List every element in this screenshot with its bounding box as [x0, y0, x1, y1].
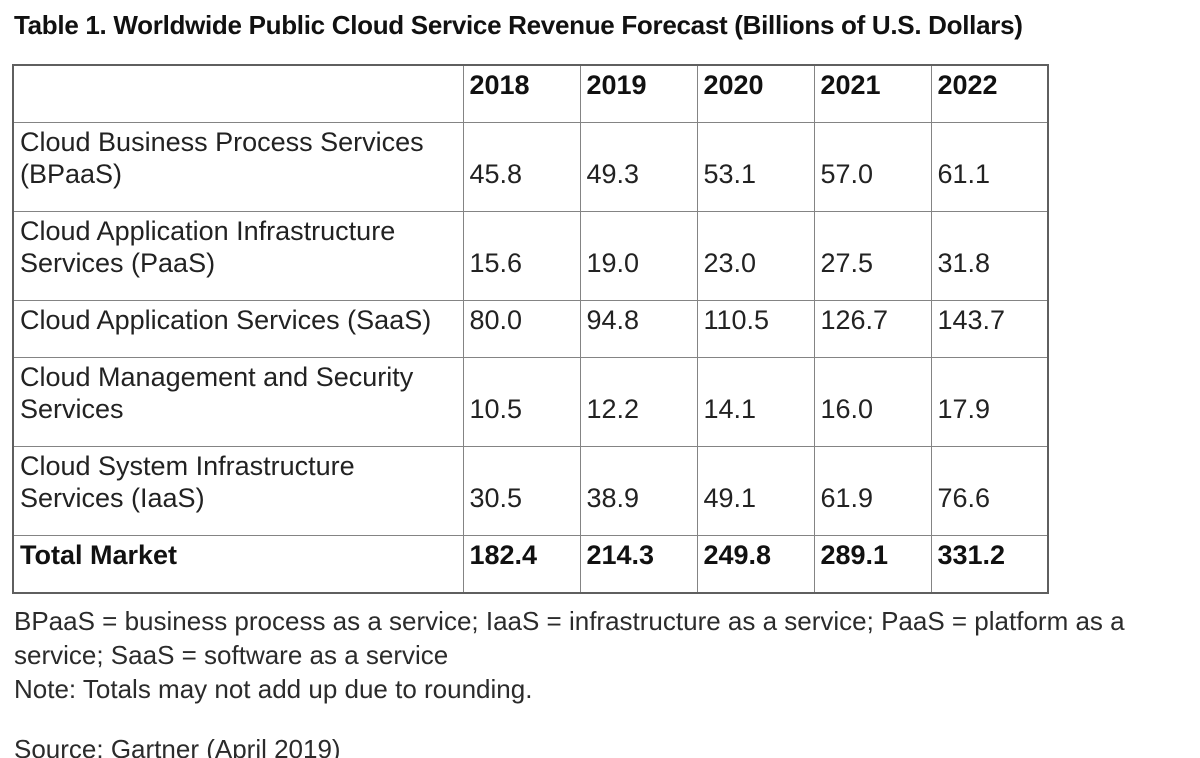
table-row: Cloud Management and Security Services 10… [12, 357, 1049, 447]
value-cell: 15.6 [462, 211, 581, 301]
source-line: Source: Gartner (April 2019) [14, 734, 341, 758]
value-cell: 12.2 [579, 357, 698, 447]
table-head: 2018 2019 2020 2021 2022 [12, 64, 1049, 123]
value-cell: 10.5 [462, 357, 581, 447]
row-label: Cloud System Infrastructure Services (Ia… [12, 446, 464, 536]
table-row: Total Market 182.4 214.3 249.8 289.1 331.2 [12, 535, 1049, 594]
value-cell: 76.6 [930, 446, 1049, 536]
value-cell: 110.5 [696, 300, 815, 358]
value-cell: 19.0 [579, 211, 698, 301]
table-row: Cloud Business Process Services (BPaaS) 4… [12, 122, 1049, 212]
year-header-2018: 2018 [462, 64, 581, 123]
row-label: Cloud Application Infrastructure Service… [12, 211, 464, 301]
value-cell: 27.5 [813, 211, 932, 301]
value-cell: 17.9 [930, 357, 1049, 447]
value-cell: 61.9 [813, 446, 932, 536]
row-label: Cloud Management and Security Services [12, 357, 464, 447]
value-cell: 38.9 [579, 446, 698, 536]
row-label: Cloud Business Process Services (BPaaS) [12, 122, 464, 212]
value-cell: 289.1 [813, 535, 932, 594]
value-cell: 57.0 [813, 122, 932, 212]
value-cell: 214.3 [579, 535, 698, 594]
table-row: Cloud Application Infrastructure Service… [12, 211, 1049, 301]
value-cell: 45.8 [462, 122, 581, 212]
year-header-2020: 2020 [696, 64, 815, 123]
value-cell: 61.1 [930, 122, 1049, 212]
revenue-forecast-table: 2018 2019 2020 2021 2022 Cloud Business Proc… [12, 64, 1049, 594]
value-cell: 23.0 [696, 211, 815, 301]
value-cell: 53.1 [696, 122, 815, 212]
value-cell: 30.5 [462, 446, 581, 536]
value-cell: 249.8 [696, 535, 815, 594]
abbreviations-note: BPaaS = business process as a service; I… [14, 606, 1125, 670]
table-row: Cloud Application Services (SaaS) 80.0 94.… [12, 300, 1049, 358]
value-cell: 14.1 [696, 357, 815, 447]
value-cell: 49.1 [696, 446, 815, 536]
table-body: Cloud Business Process Services (BPaaS) 4… [12, 122, 1049, 594]
table-header-row: 2018 2019 2020 2021 2022 [12, 64, 1049, 123]
year-header-2019: 2019 [579, 64, 698, 123]
year-header-2021: 2021 [813, 64, 932, 123]
row-label: Cloud Application Services (SaaS) [12, 300, 464, 358]
value-cell: 31.8 [930, 211, 1049, 301]
rounding-note: Note: Totals may not add up due to round… [14, 674, 533, 704]
value-cell: 143.7 [930, 300, 1049, 358]
table-title: Table 1. Worldwide Public Cloud Service … [14, 10, 1023, 40]
value-cell: 49.3 [579, 122, 698, 212]
footnotes: BPaaS = business process as a service; I… [14, 604, 1186, 758]
value-cell: 80.0 [462, 300, 581, 358]
year-header-2022: 2022 [930, 64, 1049, 123]
value-cell: 16.0 [813, 357, 932, 447]
value-cell: 126.7 [813, 300, 932, 358]
value-cell: 182.4 [462, 535, 581, 594]
row-label: Total Market [12, 535, 464, 594]
value-cell: 331.2 [930, 535, 1049, 594]
value-cell: 94.8 [579, 300, 698, 358]
table-row: Cloud System Infrastructure Services (Ia… [12, 446, 1049, 536]
row-label-header [12, 64, 464, 123]
